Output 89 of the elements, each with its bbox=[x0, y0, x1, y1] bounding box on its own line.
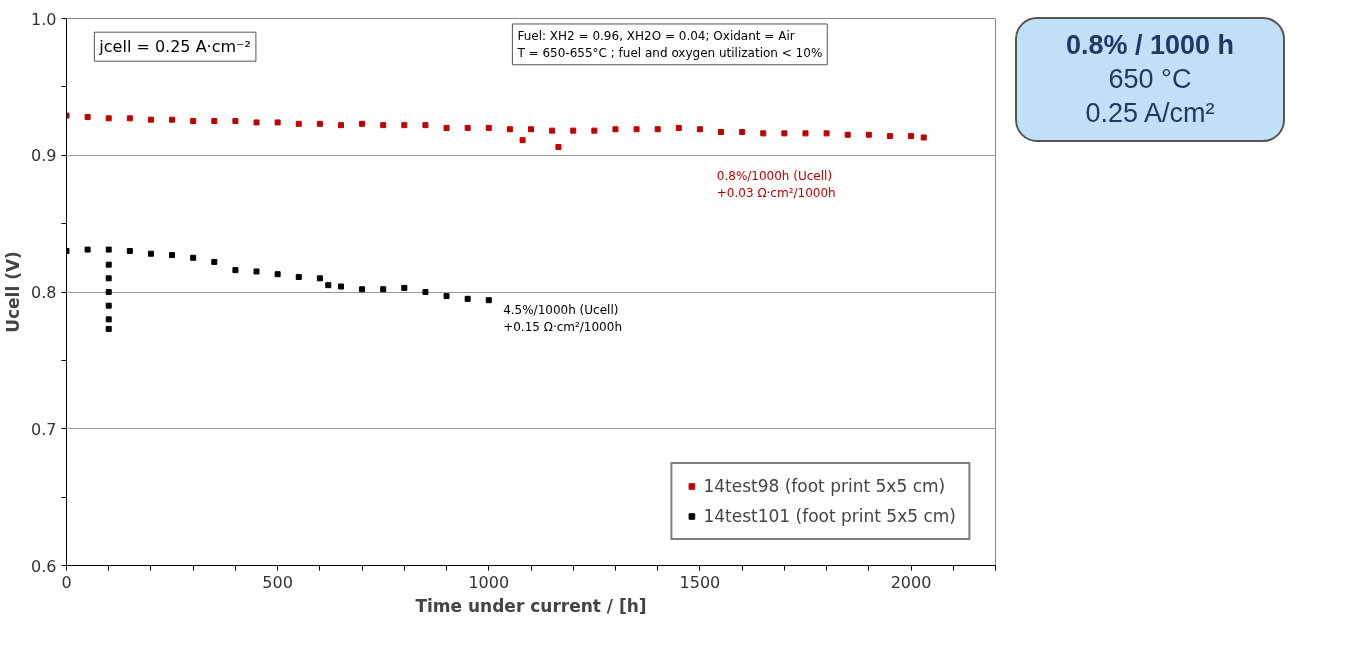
annotation: 0.8%/1000h (Ucell) +0.03 Ω·cm²/1000h bbox=[716, 168, 836, 200]
point bbox=[274, 119, 281, 126]
point bbox=[316, 275, 323, 282]
point bbox=[696, 126, 703, 133]
point bbox=[105, 325, 112, 332]
point bbox=[570, 127, 577, 134]
x-tick-label: 1000 bbox=[468, 572, 510, 592]
legend-label: 14test101 (foot print 5x5 cm) bbox=[703, 506, 956, 526]
point bbox=[464, 124, 471, 131]
x-tick-label: 2000 bbox=[890, 572, 932, 592]
point bbox=[675, 124, 682, 131]
point bbox=[190, 254, 197, 261]
point bbox=[549, 127, 556, 134]
point bbox=[739, 129, 746, 135]
point bbox=[84, 246, 91, 253]
point bbox=[718, 129, 725, 135]
point bbox=[105, 246, 112, 253]
point bbox=[105, 261, 112, 268]
annotation: Fuel: XH2 = 0.96, XH2O = 0.04; Oxidant = Air T = 650-655°C ; fuel and oxygen utilization < 10% bbox=[516, 28, 823, 60]
point bbox=[519, 137, 526, 144]
x-tick-label: 1500 bbox=[679, 572, 721, 592]
legend-label: 14test98 (foot print 5x5 cm) bbox=[703, 476, 946, 496]
point bbox=[105, 302, 112, 309]
point bbox=[485, 297, 492, 304]
y-tick-label: 0.9 bbox=[31, 146, 57, 166]
point bbox=[295, 120, 302, 127]
point bbox=[528, 126, 534, 133]
point bbox=[253, 268, 260, 275]
point bbox=[232, 267, 239, 274]
point bbox=[105, 289, 112, 295]
y-axis-title: Ucell (V) bbox=[3, 251, 24, 333]
point bbox=[865, 131, 872, 138]
point bbox=[337, 283, 344, 290]
point bbox=[325, 282, 332, 289]
point bbox=[401, 284, 408, 291]
point bbox=[401, 122, 408, 129]
point bbox=[190, 118, 197, 125]
point bbox=[464, 295, 471, 302]
point bbox=[591, 127, 598, 134]
point bbox=[253, 119, 260, 126]
point bbox=[359, 286, 366, 293]
point bbox=[337, 122, 344, 129]
y-tick-label: 1.0 bbox=[31, 9, 57, 29]
point bbox=[169, 116, 176, 123]
point bbox=[316, 120, 323, 127]
point bbox=[920, 134, 927, 141]
point bbox=[211, 258, 218, 265]
point bbox=[126, 247, 133, 254]
point bbox=[612, 126, 619, 133]
annotation: 4.5%/1000h (Ucell) +0.15 Ω·cm²/1000h bbox=[503, 302, 622, 334]
point bbox=[105, 115, 112, 122]
x-tick-label: 0 bbox=[61, 572, 72, 592]
point bbox=[555, 144, 562, 151]
point bbox=[823, 130, 830, 137]
text: 0.8% / 1000 h 650 °C 0.25 A/cm² bbox=[1015, 17, 1285, 143]
point bbox=[633, 126, 640, 133]
point bbox=[147, 116, 154, 123]
point bbox=[422, 289, 429, 295]
point bbox=[169, 252, 176, 259]
point bbox=[105, 275, 112, 282]
point bbox=[844, 131, 851, 138]
point bbox=[760, 130, 767, 137]
y-tick-label: 0.8 bbox=[31, 283, 57, 302]
y-tick-label: 0.7 bbox=[31, 419, 57, 439]
point bbox=[802, 130, 809, 137]
point bbox=[105, 316, 112, 323]
point bbox=[380, 286, 387, 293]
point bbox=[232, 118, 239, 125]
point bbox=[84, 113, 91, 120]
point bbox=[295, 273, 302, 280]
point bbox=[506, 126, 513, 133]
point bbox=[422, 122, 429, 129]
x-tick-label: 500 bbox=[262, 572, 293, 592]
annotation: jcell = 0.25 A·cm⁻² bbox=[98, 37, 251, 57]
point bbox=[781, 130, 788, 137]
point bbox=[485, 124, 492, 131]
point bbox=[380, 122, 387, 129]
point bbox=[654, 126, 661, 133]
point bbox=[359, 120, 366, 127]
point bbox=[886, 133, 893, 140]
x-axis-title: Time under current / [h] bbox=[415, 595, 647, 616]
point bbox=[211, 118, 218, 125]
point bbox=[908, 133, 915, 140]
point bbox=[443, 124, 450, 131]
point bbox=[147, 250, 154, 257]
point bbox=[126, 115, 133, 122]
y-tick-label: 0.6 bbox=[31, 556, 57, 576]
point bbox=[274, 271, 281, 278]
point bbox=[443, 293, 450, 300]
